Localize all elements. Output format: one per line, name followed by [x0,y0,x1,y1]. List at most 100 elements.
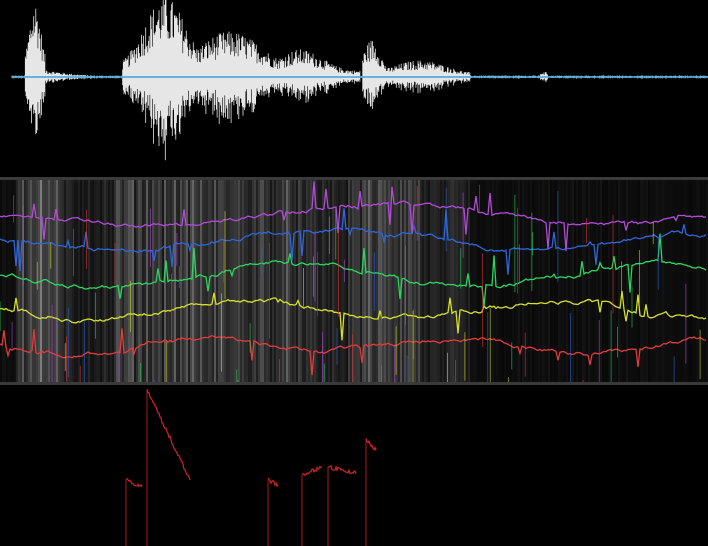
spectrogram-column [68,180,70,382]
spectrogram-column [550,180,552,382]
spectrogram-column [590,180,592,382]
spectrogram-column [164,180,166,382]
pitch-segment [301,465,323,477]
spectrogram-column [458,180,460,382]
spectrogram-column [322,180,324,382]
formant-2-track [0,290,707,341]
formant-1-track [0,328,707,376]
spectrogram-column [602,180,604,382]
spectrogram-column [330,180,332,382]
spectrogram-column [510,180,512,382]
spectrogram-column [370,180,372,382]
pitch-panel[interactable] [0,385,708,546]
spectrogram-column [632,180,634,382]
spectrogram-column [660,180,662,382]
spectrogram-column [376,180,378,382]
formant-3-track [0,233,707,307]
spectrogram-column [54,180,56,382]
spectrogram-column [246,180,248,382]
spectrogram-column [580,180,582,382]
spectrogram-column [10,180,12,382]
spectrogram-column [310,180,312,382]
formant-tracks [0,181,707,382]
spectrogram-column [600,180,602,382]
spectrogram-panel[interactable] [0,180,708,382]
spectrogram-column [434,180,436,382]
spectrogram-column [572,180,574,382]
spectrogram-column [298,180,300,382]
spectrogram-column [242,180,244,382]
spectrogram-column [394,180,396,382]
spectrogram-column [404,180,406,382]
spectrogram-column [152,180,154,382]
pitch-segment [125,478,143,488]
spectrogram-column [296,180,298,382]
spectrogram-column [238,180,240,382]
spectrogram-column [626,180,628,382]
spectrogram-column [438,180,440,382]
spectrogram-column [218,180,220,382]
spectrogram-column [520,180,522,382]
spectrogram-column [306,180,308,382]
spectrogram-column [594,180,596,382]
spectrogram-column [4,180,6,382]
spectrogram-column [338,180,340,382]
spectrogram-column [34,180,36,382]
spectrogram-column [360,180,362,382]
spectrogram-column [688,180,690,382]
spectrogram-column [658,180,660,382]
spectrogram-column [548,180,550,382]
waveform-panel[interactable] [0,0,708,178]
spectrogram-column [60,180,62,382]
spectrogram-column [226,180,228,382]
spectrogram-column [150,180,152,382]
spectrogram-column [606,180,608,382]
spectrogram-column [92,180,94,382]
spectrogram-column [346,180,348,382]
panel-divider[interactable] [0,177,708,180]
spectrogram-column [156,180,158,382]
spectrogram-column [442,180,444,382]
spectrogram-column [120,180,122,382]
spectrogram-column [148,180,150,382]
spectrogram-column [72,180,74,382]
panel-divider[interactable] [0,382,708,385]
spectrogram-column [490,180,492,382]
spectrogram-column [130,180,132,382]
spectrogram-column [6,180,8,382]
spectrogram-column [228,180,230,382]
spectrogram-column [210,180,212,382]
spectrogram-column [134,180,136,382]
spectrogram-column [232,180,234,382]
spectrogram-column [348,180,350,382]
spectrogram-column [382,180,384,382]
pitch-segment [146,389,191,481]
spectrogram-column [62,180,64,382]
pitch-plot [125,389,377,546]
spectrogram-column [634,180,636,382]
spectrogram-column [32,180,34,382]
spectrogram-column [258,180,260,382]
spectrogram-column [286,180,288,382]
spectrogram-column [568,180,570,382]
spectrogram-column [118,180,120,382]
spectrogram-column [250,180,252,382]
spectrogram-column [308,180,310,382]
spectrogram-column [294,180,296,382]
spectrogram-column [76,180,78,382]
spectrogram-column [244,180,246,382]
spectrogram-column [112,180,114,382]
spectrogram-column [498,180,500,382]
spectrogram-column [214,180,216,382]
spectrogram-column [12,180,14,382]
spectrogram-column [18,180,20,382]
spectrogram-column [234,180,236,382]
spectrogram-column [608,180,610,382]
spectrogram-column [196,180,198,382]
spectrogram-column [586,180,588,382]
spectrogram-column [422,180,424,382]
spectrogram-column [122,180,124,382]
spectrogram-column [486,180,488,382]
spectrogram-column [678,180,680,382]
spectrogram-column [554,180,556,382]
